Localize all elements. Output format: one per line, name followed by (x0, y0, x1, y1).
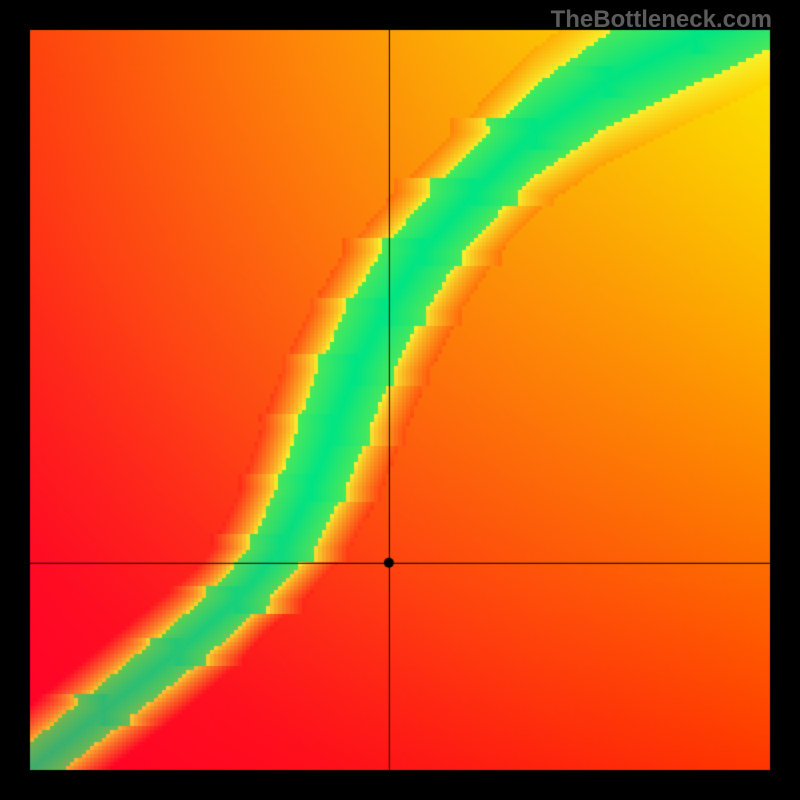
bottleneck-heatmap (0, 0, 800, 800)
watermark-text: TheBottleneck.com (551, 6, 772, 34)
